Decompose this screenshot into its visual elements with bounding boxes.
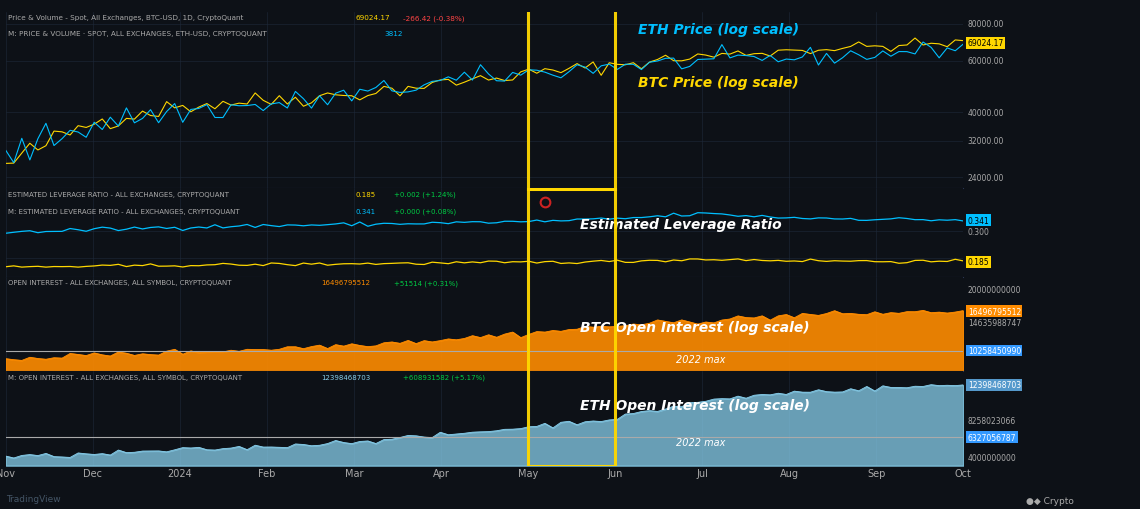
Text: 69024.17: 69024.17 (356, 15, 390, 21)
Text: +51514 (+0.31%): +51514 (+0.31%) (393, 280, 457, 286)
Text: 0.185: 0.185 (356, 191, 375, 197)
Text: -266.42 (-0.38%): -266.42 (-0.38%) (404, 15, 465, 22)
Text: M: ESTIMATED LEVERAGE RATIO - ALL EXCHANGES, CRYPTOQUANT: M: ESTIMATED LEVERAGE RATIO - ALL EXCHAN… (8, 208, 239, 214)
Text: 69024.17: 69024.17 (968, 39, 1004, 48)
Text: 60000.00: 60000.00 (968, 57, 1004, 66)
Text: 4000000000: 4000000000 (968, 453, 1017, 462)
Text: ETH Open Interest (log scale): ETH Open Interest (log scale) (580, 398, 811, 412)
Text: 80000.00: 80000.00 (968, 20, 1004, 30)
Text: 24000.00: 24000.00 (968, 174, 1004, 182)
Text: 0.185: 0.185 (968, 258, 990, 267)
Text: Price & Volume - Spot, All Exchanges, BTC-USD, 1D, CryptoQuant: Price & Volume - Spot, All Exchanges, BT… (8, 15, 243, 21)
Text: ESTIMATED LEVERAGE RATIO - ALL EXCHANGES, CRYPTOQUANT: ESTIMATED LEVERAGE RATIO - ALL EXCHANGES… (8, 191, 229, 197)
Text: +608931582 (+5.17%): +608931582 (+5.17%) (404, 374, 486, 381)
Text: BTC Price (log scale): BTC Price (log scale) (637, 76, 798, 90)
Text: 2022 max: 2022 max (676, 354, 725, 364)
Text: 6327056787: 6327056787 (968, 433, 1017, 442)
Text: 10258450990: 10258450990 (968, 346, 1021, 355)
Text: 0.341: 0.341 (968, 216, 990, 225)
Text: 3812: 3812 (384, 31, 402, 37)
Text: ETH Price (log scale): ETH Price (log scale) (637, 23, 799, 37)
Text: M: PRICE & VOLUME · SPOT, ALL EXCHANGES, ETH-USD, CRYPTOQUANT: M: PRICE & VOLUME · SPOT, ALL EXCHANGES,… (8, 31, 267, 37)
Text: 12398468703: 12398468703 (321, 374, 370, 380)
Text: TradingView: TradingView (6, 494, 60, 503)
Text: M: OPEN INTEREST - ALL EXCHANGES, ALL SYMBOL, CRYPTOQUANT: M: OPEN INTEREST - ALL EXCHANGES, ALL SY… (8, 374, 242, 380)
Text: BTC Open Interest (log scale): BTC Open Interest (log scale) (580, 321, 809, 335)
Text: 16496795512: 16496795512 (321, 280, 370, 286)
Text: 0.300: 0.300 (968, 227, 990, 236)
Text: 40000.00: 40000.00 (968, 108, 1004, 118)
Text: OPEN INTEREST - ALL EXCHANGES, ALL SYMBOL, CRYPTOQUANT: OPEN INTEREST - ALL EXCHANGES, ALL SYMBO… (8, 280, 231, 286)
Text: 32000.00: 32000.00 (968, 137, 1004, 146)
Text: ●◆ Crypto: ●◆ Crypto (1026, 496, 1074, 505)
Text: +0.000 (+0.08%): +0.000 (+0.08%) (393, 208, 456, 215)
Text: 8258023066: 8258023066 (968, 416, 1016, 425)
Text: 12398468703: 12398468703 (968, 381, 1021, 389)
Text: 14635988747: 14635988747 (968, 319, 1021, 328)
Text: 20000000000: 20000000000 (968, 285, 1021, 294)
Text: 16496795512: 16496795512 (968, 307, 1021, 316)
Text: 2022 max: 2022 max (676, 437, 725, 447)
Text: Estimated Leverage Ratio: Estimated Leverage Ratio (580, 217, 782, 232)
Text: +0.002 (+1.24%): +0.002 (+1.24%) (393, 191, 455, 198)
Text: 0.341: 0.341 (356, 208, 375, 214)
